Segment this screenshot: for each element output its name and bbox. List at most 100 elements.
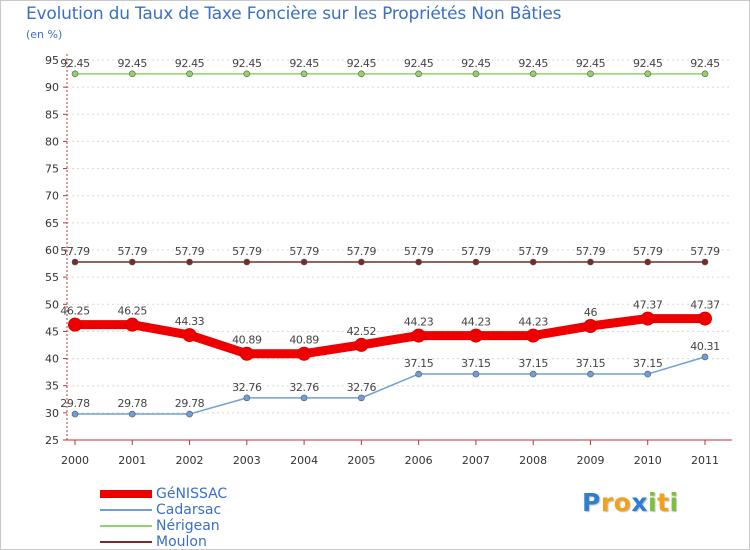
- data-point-gnissac: [68, 317, 82, 332]
- data-point-nrigean: [701, 70, 709, 78]
- y-tick-label: 90: [45, 81, 59, 94]
- data-label-moulon: 57.79: [175, 245, 205, 258]
- x-tick-label: 2005: [347, 454, 375, 467]
- data-label-gnissac: 46.25: [118, 305, 148, 318]
- data-label-cadarsac: 29.78: [60, 397, 90, 410]
- data-point-nrigean: [300, 70, 308, 78]
- series-line-gnissac: [70, 314, 710, 359]
- legend-label: Moulon: [156, 534, 207, 550]
- data-label-cadarsac: 37.15: [404, 357, 434, 370]
- data-label-nrigean: 92.45: [347, 57, 377, 70]
- x-tick-label: 2006: [405, 454, 433, 467]
- data-label-nrigean: 92.45: [633, 57, 663, 70]
- logo-letter: i: [648, 488, 658, 517]
- data-label-cadarsac: 29.78: [118, 397, 148, 410]
- data-label-gnissac: 42.52: [347, 325, 377, 338]
- data-label-gnissac: 40.89: [289, 334, 319, 347]
- x-tick-label: 2011: [691, 454, 719, 467]
- x-tick-label: 2004: [290, 454, 318, 467]
- data-point-moulon: [472, 258, 480, 266]
- data-label-cadarsac: 32.76: [232, 381, 262, 394]
- data-label-nrigean: 92.45: [60, 57, 90, 70]
- legend-item-cadarsac: Cadarsac: [100, 502, 300, 518]
- logo-letter: r: [600, 488, 614, 517]
- data-point-gnissac: [468, 328, 483, 343]
- legend-label: Nérigean: [156, 518, 220, 534]
- data-label-gnissac: 44.23: [518, 316, 548, 329]
- chart-unit-label: (en %): [26, 28, 63, 41]
- y-tick-label: 35: [45, 380, 59, 393]
- legend-swatch-moulon: [100, 541, 152, 543]
- data-point-gnissac: [411, 328, 426, 343]
- y-tick-label: 95: [45, 54, 59, 67]
- data-point-gnissac: [125, 317, 140, 332]
- data-point-cadarsac: [71, 410, 79, 418]
- data-point-gnissac: [354, 337, 369, 352]
- data-label-moulon: 57.79: [461, 245, 491, 258]
- data-label-moulon: 57.79: [347, 245, 377, 258]
- data-point-nrigean: [644, 70, 652, 78]
- legend-item-moulon: Moulon: [100, 534, 300, 550]
- data-label-nrigean: 92.45: [289, 57, 319, 70]
- data-point-nrigean: [472, 70, 480, 78]
- series-line-cadarsac: [74, 356, 706, 415]
- legend-label: Cadarsac: [156, 502, 222, 518]
- logo-letter: P: [582, 488, 601, 517]
- data-point-nrigean: [587, 70, 594, 78]
- data-point-nrigean: [243, 70, 251, 78]
- data-point-moulon: [243, 258, 251, 266]
- data-label-nrigean: 92.45: [576, 57, 606, 70]
- data-label-cadarsac: 37.15: [576, 357, 606, 370]
- x-tick-label: 2009: [576, 454, 604, 467]
- data-point-gnissac: [640, 311, 655, 326]
- data-point-nrigean: [71, 70, 79, 78]
- y-tick-label: 25: [45, 434, 59, 447]
- y-tick-label: 50: [45, 298, 59, 311]
- logo-letter: o: [613, 488, 632, 517]
- data-point-nrigean: [415, 70, 422, 78]
- data-point-cadarsac: [128, 410, 136, 418]
- data-point-moulon: [415, 258, 422, 266]
- data-point-cadarsac: [300, 394, 308, 402]
- data-label-moulon: 57.79: [60, 245, 90, 258]
- legend-item-nerigean: Nérigean: [100, 518, 300, 534]
- y-tick-label: 75: [45, 163, 59, 176]
- legend-label: GéNISSAC: [156, 486, 228, 502]
- chart-legend: GéNISSAC Cadarsac Nérigean Moulon: [100, 486, 300, 550]
- data-point-gnissac: [526, 328, 541, 343]
- data-point-cadarsac: [472, 370, 480, 378]
- data-label-cadarsac: 37.15: [633, 357, 663, 370]
- logo-letter: x: [631, 488, 648, 517]
- data-point-gnissac: [583, 319, 598, 333]
- data-point-cadarsac: [529, 370, 537, 378]
- data-point-cadarsac: [186, 410, 193, 418]
- data-point-cadarsac: [243, 394, 251, 402]
- data-label-cadarsac: 29.78: [175, 397, 205, 410]
- x-tick-label: 2008: [519, 454, 547, 467]
- data-label-gnissac: 44.23: [461, 316, 491, 329]
- data-label-gnissac: 46.25: [60, 305, 90, 318]
- data-label-cadarsac: 32.76: [289, 381, 319, 394]
- data-label-gnissac: 46: [584, 306, 598, 319]
- legend-swatch-nerigean: [100, 525, 152, 527]
- chart-title: Evolution du Taux de Taxe Foncière sur l…: [26, 4, 562, 24]
- data-label-nrigean: 92.45: [118, 57, 148, 70]
- y-tick-label: 30: [45, 407, 59, 420]
- data-label-cadarsac: 37.15: [518, 357, 548, 370]
- data-label-moulon: 57.79: [232, 245, 262, 258]
- y-tick-label: 80: [45, 135, 59, 148]
- data-point-moulon: [358, 258, 365, 266]
- data-label-moulon: 57.79: [576, 245, 606, 258]
- data-label-moulon: 57.79: [633, 245, 663, 258]
- x-tick-label: 2002: [176, 454, 204, 467]
- data-point-cadarsac: [701, 353, 709, 361]
- data-point-nrigean: [128, 70, 136, 78]
- data-point-moulon: [128, 258, 136, 266]
- y-tick-label: 65: [45, 217, 59, 230]
- data-point-gnissac: [698, 311, 712, 326]
- data-point-gnissac: [182, 328, 197, 343]
- y-tick-label: 45: [45, 325, 59, 338]
- data-label-cadarsac: 37.15: [461, 357, 491, 370]
- x-tick-label: 2003: [233, 454, 261, 467]
